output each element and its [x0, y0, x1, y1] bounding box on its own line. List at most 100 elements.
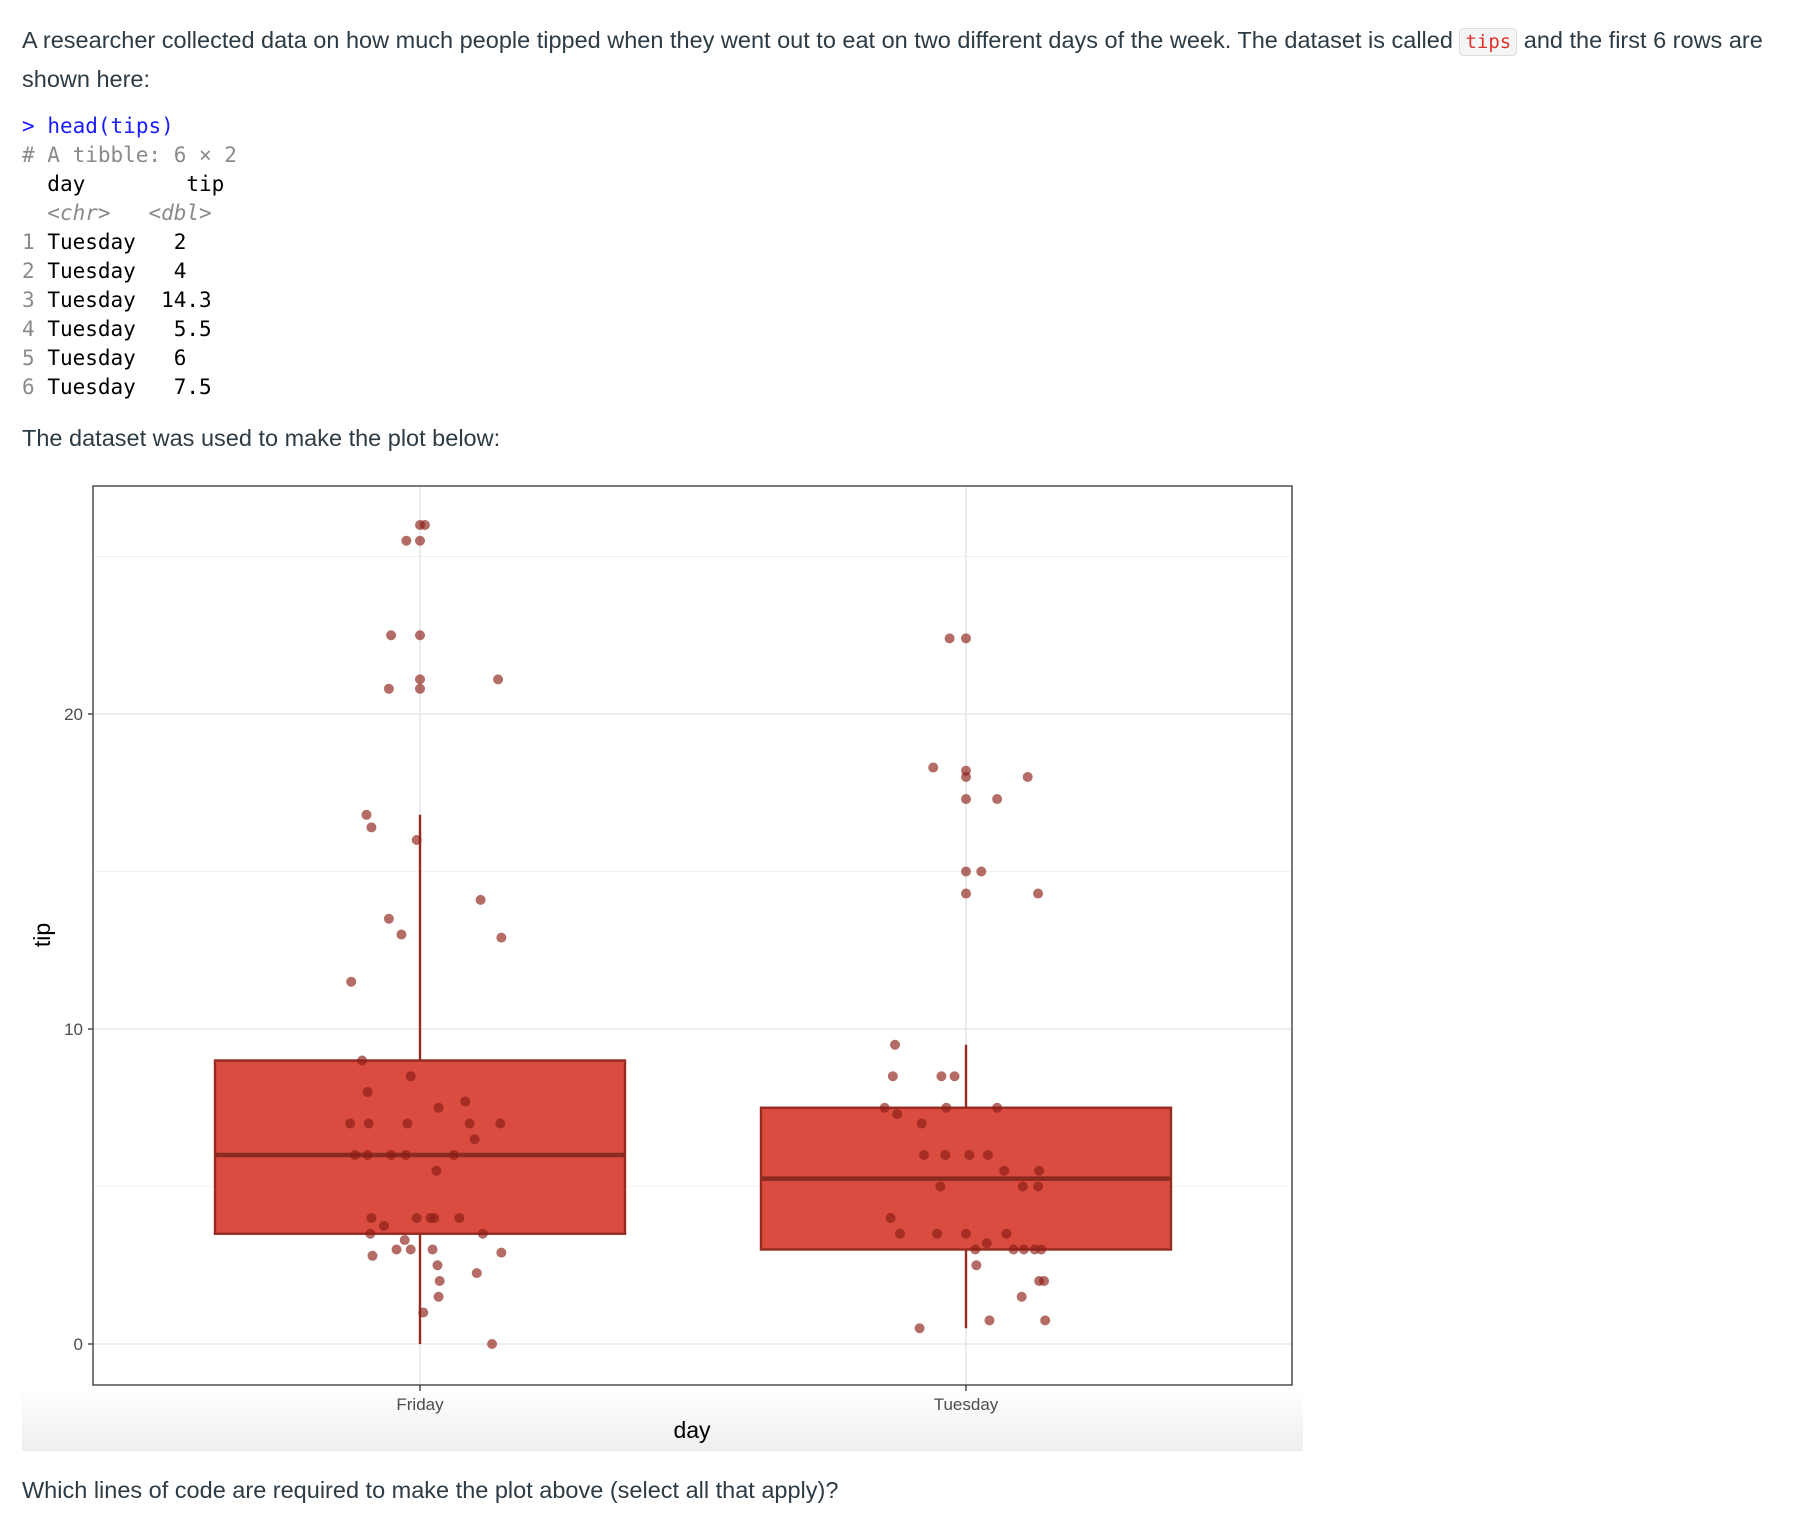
data-point: [363, 1118, 374, 1129]
row-tip: 14.3: [161, 288, 212, 312]
column-type-day: <chr>: [47, 201, 111, 225]
data-point: [992, 1102, 1003, 1113]
data-point: [487, 1339, 498, 1349]
data-point: [976, 866, 987, 877]
row-number: 5: [22, 346, 35, 370]
data-point: [448, 1150, 459, 1160]
data-point: [961, 633, 971, 644]
data-point: [914, 1323, 925, 1334]
column-type-tip: <dbl>: [148, 201, 212, 225]
data-point: [1036, 1244, 1047, 1255]
data-point: [433, 1291, 444, 1302]
x-axis-title: day: [673, 1417, 711, 1443]
row-day: Tuesday: [47, 230, 136, 254]
data-point: [419, 520, 430, 530]
row-tip: 2: [173, 230, 187, 254]
question-text: Which lines of code are required to make…: [22, 1477, 839, 1503]
data-point: [932, 1228, 943, 1239]
data-point: [961, 1228, 971, 1239]
data-point: [361, 809, 372, 820]
data-point: [1017, 1181, 1028, 1192]
data-point: [415, 683, 425, 694]
data-point: [386, 1150, 397, 1160]
data-point: [892, 1109, 903, 1120]
data-point: [415, 674, 425, 685]
column-header-tip: tip: [186, 172, 225, 196]
y-tick-label: 20: [64, 705, 83, 724]
intro-paragraph: A researcher collected data on how much …: [22, 22, 1782, 98]
data-point: [940, 1150, 951, 1160]
data-point: [1033, 1181, 1044, 1192]
data-point: [887, 1071, 898, 1082]
data-point: [916, 1118, 927, 1129]
data-point: [418, 1307, 429, 1318]
data-point: [936, 1071, 947, 1082]
data-point: [971, 1260, 982, 1271]
data-point: [415, 630, 425, 641]
data-point: [345, 1118, 356, 1129]
row-day: Tuesday: [47, 288, 136, 312]
data-point: [475, 894, 486, 905]
row-day: Tuesday: [47, 346, 136, 370]
data-point: [935, 1181, 946, 1192]
data-point: [496, 1247, 507, 1258]
console-command: head(tips): [47, 114, 174, 138]
data-point: [981, 1238, 992, 1249]
data-point: [378, 1220, 389, 1231]
data-point: [383, 913, 394, 924]
data-point: [964, 1150, 975, 1160]
data-point: [879, 1102, 890, 1113]
data-point: [890, 1039, 901, 1050]
y-tick-label: 10: [64, 1020, 83, 1039]
data-point: [366, 822, 377, 833]
row-tip: 5.5: [173, 317, 212, 341]
data-point: [1040, 1315, 1051, 1326]
data-point: [1016, 1291, 1027, 1302]
data-point: [346, 976, 357, 987]
row-day: Tuesday: [47, 259, 136, 283]
data-point: [427, 1244, 438, 1255]
plot-intro: The dataset was used to make the plot be…: [22, 425, 501, 451]
data-point: [941, 1102, 952, 1113]
data-point: [469, 1134, 480, 1145]
row-day: Tuesday: [47, 317, 136, 341]
data-point: [999, 1165, 1010, 1176]
data-point: [1022, 772, 1033, 782]
data-point: [885, 1213, 896, 1223]
data-point: [357, 1055, 368, 1066]
data-point: [365, 1228, 376, 1239]
data-point: [961, 866, 971, 877]
data-point: [415, 535, 425, 546]
data-point: [366, 1213, 377, 1223]
data-point: [464, 1118, 475, 1129]
data-point: [1018, 1244, 1029, 1255]
data-point: [405, 1071, 416, 1082]
row-tip: 7.5: [173, 375, 212, 399]
data-point: [493, 674, 504, 685]
data-point: [367, 1250, 378, 1261]
data-point: [961, 888, 971, 899]
data-point: [432, 1260, 443, 1271]
x-axis-title-band: [22, 1387, 1303, 1451]
data-point: [411, 835, 422, 845]
x-tick-label: Tuesday: [934, 1395, 999, 1414]
data-point: [362, 1087, 373, 1097]
data-point: [454, 1213, 465, 1223]
data-point: [984, 1315, 995, 1326]
data-point: [391, 1244, 402, 1255]
row-tip: 6: [173, 346, 187, 370]
console-prompt: >: [22, 114, 35, 138]
data-point: [944, 633, 955, 644]
data-point: [429, 1213, 440, 1223]
data-point: [386, 630, 397, 641]
column-header-day: day: [47, 172, 86, 196]
data-point: [928, 762, 939, 773]
data-point: [1039, 1276, 1050, 1286]
tibble-header: # A tibble: 6 × 2: [22, 143, 237, 167]
data-point: [982, 1150, 993, 1160]
data-point: [477, 1228, 488, 1239]
data-point: [383, 683, 394, 694]
data-point: [350, 1150, 361, 1160]
data-point: [460, 1096, 471, 1107]
